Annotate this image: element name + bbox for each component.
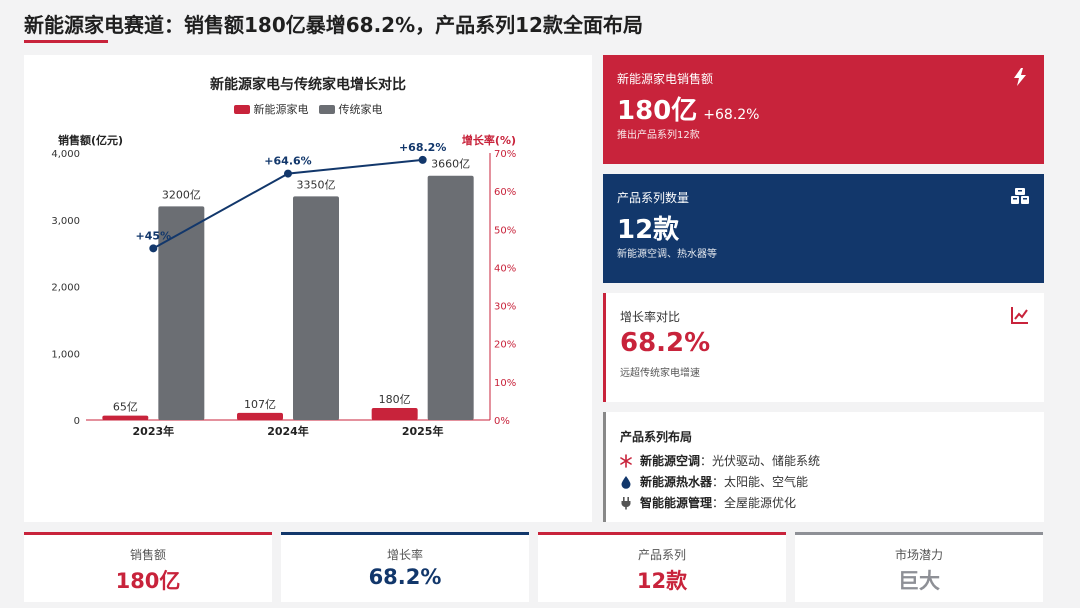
y2-tick-label: 20%	[494, 340, 516, 351]
bar-label-traditional: 3350亿	[297, 178, 336, 191]
y2-axis-title: 增长率(%)	[461, 134, 516, 147]
chart-title: 新能源家电与传统家电增长对比	[210, 77, 406, 93]
y-tick-label: 0	[74, 416, 80, 427]
growth-card: 增长率对比 68.2% 远超传统家电增速	[603, 293, 1044, 402]
bar-label-new-energy: 65亿	[113, 401, 138, 414]
y2-tick-label: 10%	[494, 378, 516, 389]
bar-label-traditional: 3200亿	[162, 188, 201, 201]
y-tick-label: 2,000	[51, 283, 80, 294]
legend-label-traditional: 传统家电	[338, 103, 383, 116]
plug-icon	[621, 496, 631, 509]
legend-swatch-traditional	[318, 104, 335, 114]
kpi-sales-value: 180亿	[115, 569, 181, 593]
page-title: 新能源家电赛道：销售额180亿暴增68.2%，产品系列12款全面布局	[24, 13, 643, 37]
kpi-potential-label: 市场潜力	[894, 548, 943, 562]
layout-item-ac-text: 新能源空调：光伏驱动、储能系统	[640, 452, 820, 469]
growth-rate-point	[284, 169, 292, 178]
title-underline	[24, 40, 108, 43]
sales-card-sub: 推出产品系列12款	[617, 130, 700, 141]
sales-card-value-row: 180亿 +68.2%	[617, 90, 760, 127]
x-tick-label: 2024年	[267, 424, 309, 438]
layout-item-heater-text: 新能源热水器：太阳能、空气能	[640, 473, 808, 490]
sales-card-label: 新能源家电销售额	[617, 72, 714, 86]
kpi-growth-value: 68.2%	[368, 565, 442, 589]
legend-item-traditional: 传统家电	[318, 101, 383, 117]
kpi-series-value: 12款	[636, 569, 688, 593]
chart-legend: 新能源家电 传统家电	[24, 101, 592, 117]
y2-tick-label: 30%	[494, 302, 516, 313]
bar-label-traditional: 3660亿	[431, 158, 470, 171]
layout-item-heater-desc: ：太阳能、空气能	[712, 475, 809, 489]
x-tick-label: 2025年	[402, 424, 444, 438]
kpi-sales-label: 销售额	[129, 548, 166, 562]
water-drop-icon	[621, 475, 631, 489]
layout-item-energy-text: 智能能源管理：全屋能源优化	[640, 494, 796, 511]
bar-new-energy	[102, 415, 149, 420]
growth-card-sub: 远超传统家电增速	[620, 368, 700, 379]
kpi-potential: 市场潜力 巨大	[795, 532, 1043, 602]
y-axis-title: 销售额(亿元)	[58, 134, 124, 147]
legend-swatch-new-energy	[233, 104, 250, 114]
layout-item-ac: 新能源空调：光伏驱动、储能系统	[620, 452, 820, 469]
y-tick-label: 3,000	[51, 216, 80, 227]
layout-item-heater: 新能源热水器：太阳能、空气能	[620, 473, 808, 490]
kpi-series-bar	[538, 532, 786, 535]
x-tick-label: 2023年	[133, 424, 175, 438]
bar-new-energy	[237, 412, 283, 420]
kpi-growth-label: 增长率	[386, 548, 423, 562]
layout-item-energy: 智能能源管理：全屋能源优化	[620, 494, 796, 511]
series-card-label: 产品系列数量	[617, 191, 690, 205]
kpi-series-label: 产品系列	[637, 548, 686, 562]
y2-tick-label: 0%	[494, 416, 510, 427]
sales-card: 新能源家电销售额 180亿 +68.2% 推出产品系列12款	[603, 55, 1044, 164]
layout-item-energy-desc: ：全屋能源优化	[712, 496, 797, 510]
bar-new-energy	[371, 407, 418, 420]
kpi-growth: 增长率 68.2%	[281, 532, 529, 602]
growth-card-value: 68.2%	[620, 328, 711, 358]
legend-label-new-energy: 新能源家电	[253, 103, 309, 116]
growth-rate-label: +64.6%	[264, 155, 311, 168]
layout-card-title: 产品系列布局	[620, 430, 693, 444]
growth-card-label: 增长率对比	[620, 310, 681, 324]
layout-item-ac-desc: ：光伏驱动、储能系统	[700, 454, 821, 468]
bar-traditional	[427, 175, 474, 420]
lightning-icon	[1014, 68, 1026, 86]
kpi-potential-bar	[795, 532, 1043, 535]
y2-tick-label: 60%	[494, 187, 516, 198]
series-card-value: 12款	[617, 215, 680, 245]
combo-chart: 0 1,000 2,000 3,000 4,000 0% 10% 20% 30% 40% 50% 60…	[51, 141, 516, 438]
kpi-sales-bar	[24, 532, 272, 535]
bar-label-new-energy: 107亿	[244, 398, 276, 411]
y-tick-label: 1,000	[51, 349, 80, 360]
y2-tick-label: 70%	[494, 149, 516, 160]
series-card: 产品系列数量 12款 新能源空调、热水器等	[603, 174, 1044, 283]
kpi-growth-bar	[281, 532, 529, 535]
layout-item-energy-name: 智能能源管理	[640, 496, 713, 510]
trend-line-icon	[1011, 307, 1028, 324]
layout-item-ac-name: 新能源空调	[640, 454, 701, 468]
bar-label-new-energy: 180亿	[379, 393, 411, 406]
y-tick-label: 4,000	[51, 149, 80, 160]
snowflake-icon	[620, 453, 632, 468]
sales-card-value: 180亿	[617, 96, 698, 126]
sales-card-delta: +68.2%	[703, 107, 760, 123]
growth-rate-point	[418, 155, 427, 164]
growth-rate-point	[149, 244, 158, 253]
growth-rate-label: +68.2%	[399, 141, 446, 154]
series-card-sub: 新能源空调、热水器等	[617, 249, 717, 260]
growth-rate-label: +45%	[136, 229, 172, 242]
chart-panel: 0 1,000 2,000 3,000 4,000 0% 10% 20% 30% 40% 50% 60…	[24, 55, 592, 522]
bar-traditional	[293, 196, 339, 420]
kpi-sales: 销售额 180亿	[24, 532, 272, 602]
legend-item-new-energy: 新能源家电	[233, 101, 309, 117]
kpi-potential-value: 巨大	[898, 569, 940, 593]
y2-tick-label: 50%	[494, 225, 516, 236]
boxes-icon	[1011, 188, 1029, 204]
kpi-series: 产品系列 12款	[538, 532, 786, 602]
bar-traditional	[158, 206, 205, 420]
layout-item-heater-name: 新能源热水器	[640, 475, 713, 489]
layout-card: 产品系列布局 新能源空调：光伏驱动、储能系统 新能源热水器：太阳能、空气能 智能…	[603, 412, 1044, 522]
y2-tick-label: 40%	[494, 263, 516, 274]
